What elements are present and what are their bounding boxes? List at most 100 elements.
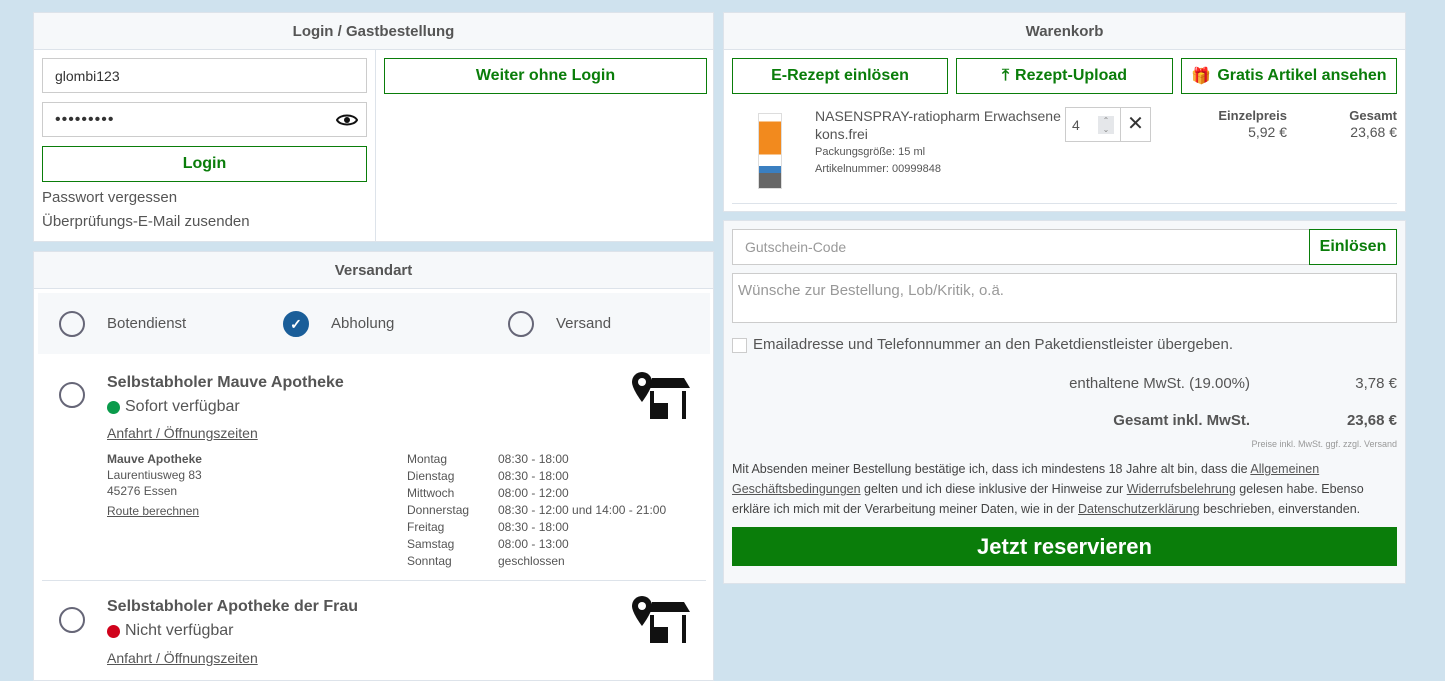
unit-price-value: 5,92 €: [1248, 124, 1287, 140]
voucher-input[interactable]: Gutschein-Code: [732, 229, 1310, 265]
legal-part: beschrieben, einverstanden.: [1199, 502, 1361, 516]
consent-checkbox[interactable]: [732, 338, 747, 353]
hours-value: 08:00 - 13:00: [498, 537, 569, 551]
hours-row: Sonntag geschlossen: [407, 553, 666, 570]
item-total: Gesamt 23,68 €: [1304, 108, 1397, 140]
datenschutz-link[interactable]: Datenschutzerklärung: [1077, 502, 1200, 516]
route-link[interactable]: Route berechnen: [107, 504, 200, 518]
radio-abholung-checked[interactable]: ✓: [283, 311, 309, 337]
password-value: •••••••••: [55, 110, 115, 128]
guest-button[interactable]: Weiter ohne Login: [384, 58, 707, 94]
address-name: Mauve Apotheke: [107, 452, 202, 466]
hours-row: Dienstag 08:30 - 18:00: [407, 468, 666, 485]
radio-botendienst[interactable]: [59, 311, 85, 337]
cart-title: Warenkorb: [724, 13, 1405, 50]
product-name[interactable]: NASENSPRAY-ratiopharm Erwachsene kons.fr…: [815, 108, 1061, 142]
weekday: Sonntag: [407, 554, 452, 568]
hours-value: 08:30 - 18:00: [498, 469, 569, 483]
username-input[interactable]: glombi123: [42, 58, 367, 93]
password-input[interactable]: •••••••••: [42, 102, 367, 137]
gratis-button[interactable]: 🎁 Gratis Artikel ansehen: [1181, 58, 1397, 94]
directions-link[interactable]: Anfahrt / Öffnungszeiten: [107, 425, 258, 441]
store-location-icon: [632, 596, 690, 643]
product-image: [758, 113, 782, 189]
hours-row: Mittwoch 08:00 - 12:00: [407, 485, 666, 502]
address-street: Laurentiusweg 83: [107, 468, 202, 482]
directions-link[interactable]: Anfahrt / Öffnungszeiten: [107, 650, 258, 666]
status-dot-red: [107, 624, 120, 638]
store-location-icon: [632, 372, 690, 419]
hours-value: geschlossen: [498, 554, 565, 568]
hours-row: Samstag 08:00 - 13:00: [407, 536, 666, 553]
vat-label: enthaltene MwSt. (19.00%): [1069, 375, 1250, 392]
submit-button[interactable]: Jetzt reservieren: [732, 527, 1397, 566]
forgot-password-link[interactable]: Passwort vergessen: [42, 189, 178, 206]
cart-panel: Warenkorb E-Rezept einlösen ⤒ Rezept-Uplo…: [723, 12, 1406, 212]
button-label: Rezept-Upload: [1015, 67, 1128, 84]
stepper-icon[interactable]: ⌃ ⌄: [1098, 116, 1114, 134]
opening-hours: Montag 08:30 - 18:00 Dienstag 08:30 - 18:00…: [407, 451, 666, 570]
legal-part: gelesen habe. Ebenso erkläre ich mich mi…: [732, 482, 1364, 516]
weekday: Samstag: [407, 537, 455, 551]
legal-part: gelten und ich diese inklusive der Hinwe…: [860, 482, 1127, 496]
weekday: Donnerstag: [407, 503, 470, 517]
option-label: Versand: [556, 315, 612, 332]
verify-email-link[interactable]: Überprüfungs-E-Mail zusenden: [42, 213, 250, 230]
hours-row: Montag 08:30 - 18:00: [407, 451, 666, 468]
weekday: Freitag: [407, 520, 445, 534]
store-radio[interactable]: [59, 607, 85, 633]
erezept-button[interactable]: E-Rezept einlösen: [732, 58, 948, 94]
comment-textarea[interactable]: Wünsche zur Bestellung, Lob/Kritik, o.ä.: [732, 273, 1397, 323]
legal-part: Mit Absenden meiner Bestellung bestätige…: [732, 462, 1251, 476]
store-radio[interactable]: [59, 382, 85, 408]
shipping-options: Botendienst ✓ Abholung Versand: [38, 293, 710, 354]
hours-row: Freitag 08:30 - 18:00: [407, 519, 666, 536]
shipping-panel: Versandart Botendienst ✓ Abholung Versan…: [33, 251, 714, 681]
remove-icon[interactable]: ✕: [1120, 108, 1150, 141]
upload-icon: ⤒: [1001, 67, 1010, 84]
legal-text: Mit Absenden meiner Bestellung bestätige…: [732, 459, 1400, 519]
divider: [42, 580, 706, 581]
hours-value: 08:30 - 18:00: [498, 452, 569, 466]
address-city: 45276 Essen: [107, 484, 178, 498]
item-total-label: Gesamt: [1349, 108, 1397, 123]
divider: [375, 50, 376, 242]
divider: [732, 203, 1397, 204]
shipping-title: Versandart: [34, 252, 713, 289]
unit-price: Einzelpreis 5,92 €: [1194, 108, 1287, 140]
status-text: Sofort verfügbar: [125, 398, 240, 415]
store-name: Selbstabholer Apotheke der Frau: [107, 598, 359, 615]
quantity-stepper[interactable]: 4 ⌃ ⌄ ✕: [1065, 107, 1151, 142]
login-panel: Login / Gastbestellung glombi123 •••••••…: [33, 12, 714, 242]
status-text: Nicht verfügbar: [125, 622, 234, 639]
weekday: Mittwoch: [407, 486, 455, 500]
redeem-button[interactable]: Einlösen: [1309, 229, 1397, 265]
gift-icon: 🎁: [1191, 68, 1212, 85]
item-total-value: 23,68 €: [1350, 124, 1397, 140]
eye-icon[interactable]: [336, 112, 358, 128]
button-label: Gratis Artikel ansehen: [1217, 67, 1387, 84]
radio-versand[interactable]: [508, 311, 534, 337]
hours-value: 08:30 - 18:00: [498, 520, 569, 534]
hours-value: 08:30 - 12:00 und 14:00 - 21:00: [498, 503, 667, 517]
unit-price-label: Einzelpreis: [1218, 108, 1287, 123]
consent-label: Emailadresse und Telefonnummer an den Pa…: [753, 336, 1234, 353]
login-button[interactable]: Login: [42, 146, 367, 182]
option-label: Botendienst: [107, 315, 187, 332]
vat-value: 3,78 €: [1355, 375, 1397, 392]
store-status: Sofort verfügbar: [107, 398, 240, 416]
total-label: Gesamt inkl. MwSt.: [1113, 412, 1250, 429]
option-label: Abholung: [331, 315, 395, 332]
agb-link[interactable]: Allgemeinen Geschäftsbedingungen: [732, 462, 1320, 496]
widerruf-link[interactable]: Widerrufsbelehrung: [1126, 482, 1236, 496]
price-note: Preise inkl. MwSt. ggf. zzgl. Versand: [1251, 439, 1397, 449]
quantity-value: 4: [1072, 117, 1080, 133]
rezept-upload-button[interactable]: ⤒ Rezept-Upload: [956, 58, 1173, 94]
weekday: Dienstag: [407, 469, 455, 483]
product-size: Packungsgröße: 15 ml: [815, 146, 926, 158]
store-status: Nicht verfügbar: [107, 622, 234, 640]
status-dot-green: [107, 400, 120, 414]
store-name: Selbstabholer Mauve Apotheke: [107, 374, 344, 391]
product-number: Artikelnummer: 00999848: [815, 163, 941, 175]
login-title: Login / Gastbestellung: [34, 13, 713, 50]
